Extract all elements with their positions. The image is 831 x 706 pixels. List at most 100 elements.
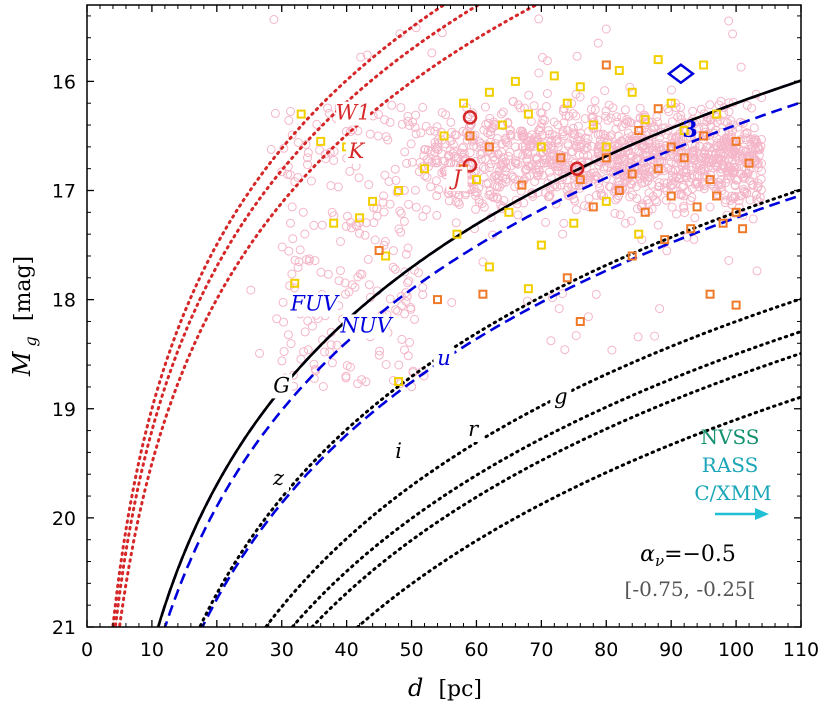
orange-square-marker: [627, 251, 637, 261]
scatter-point: [717, 142, 727, 152]
scatter-point: [370, 235, 380, 245]
curve-label-u: u: [437, 346, 451, 370]
scatter-point: [506, 130, 516, 140]
scatter-point: [390, 164, 400, 174]
scatter-point: [346, 127, 355, 137]
scatter-point: [501, 135, 510, 145]
scatter-point: [635, 103, 645, 113]
scatter-point: [480, 102, 490, 112]
highlight-markers: [462, 63, 695, 176]
scatter-point: [625, 117, 635, 127]
scatter-point: [620, 105, 630, 115]
orange-square-marker: [731, 207, 741, 217]
orange-square-marker: [588, 202, 598, 212]
orange-square-marker: [614, 186, 624, 195]
scatter-point: [411, 202, 421, 212]
scatter-point: [625, 192, 635, 202]
scatter-point: [612, 160, 622, 169]
scatter-point: [643, 195, 652, 205]
curve-z: [198, 188, 801, 627]
y-tick-label: 17: [52, 181, 76, 203]
scatter-point: [307, 321, 317, 331]
scatter-point: [471, 204, 481, 214]
scatter-point: [427, 48, 437, 58]
scatter-point: [668, 180, 678, 190]
scatter-point: [354, 173, 364, 183]
scatter-point: [633, 332, 643, 342]
curve-label-bg-J: [446, 167, 468, 192]
scatter-point: [712, 133, 721, 143]
scatter-point: [363, 254, 373, 264]
highlight-diamond-marker: [666, 63, 695, 85]
curve-label-G: G: [273, 373, 290, 397]
orange-square-marker: [738, 224, 748, 234]
orange-square-marker: [478, 289, 488, 299]
scatter-point: [530, 177, 540, 187]
scatter-point: [652, 197, 662, 207]
scatter-point: [290, 283, 299, 293]
scatter-point: [346, 217, 355, 227]
scatter-point: [748, 180, 758, 190]
scatter-point: [360, 230, 370, 240]
scatter-point: [723, 162, 733, 172]
scatter-point: [726, 196, 736, 205]
orange-square-marker: [640, 207, 650, 217]
scatter-point: [303, 316, 313, 326]
scatter-point: [543, 56, 552, 66]
scatter-point: [459, 142, 469, 152]
scatter-point: [640, 145, 650, 155]
scatter-point: [392, 187, 402, 197]
scatter-point: [682, 168, 691, 178]
y-tick-label: 18: [52, 290, 76, 312]
scatter-point: [465, 148, 475, 158]
scatter-point: [277, 167, 287, 177]
yellow-square-marker: [381, 251, 391, 261]
scatter-point: [374, 109, 383, 119]
yellow-square-marker: [575, 82, 585, 92]
scatter-point: [633, 169, 643, 179]
scatter-cloud: [246, 14, 767, 392]
scatter-point: [538, 53, 547, 62]
scatter-point: [748, 214, 758, 224]
scatter-point: [284, 246, 294, 256]
scatter-point: [493, 173, 503, 183]
scatter-point: [538, 147, 547, 157]
scatter-point: [571, 331, 581, 341]
scatter-point: [375, 346, 385, 356]
scatter-point: [705, 100, 715, 110]
scatter-point: [277, 242, 287, 252]
scatter-point: [597, 191, 606, 201]
scatter-point: [548, 158, 558, 168]
scatter-point: [365, 129, 375, 139]
scatter-point: [522, 164, 532, 174]
scatter-point: [296, 354, 306, 364]
scatter-point: [411, 129, 421, 139]
scatter-point: [612, 112, 622, 122]
scatter-point: [361, 377, 371, 387]
yellow-square-marker: [549, 71, 559, 81]
scatter-point: [523, 150, 533, 159]
scatter-point: [306, 176, 316, 186]
scatter-point: [478, 162, 488, 172]
scatter-point: [374, 350, 384, 360]
scatter-point: [295, 245, 305, 255]
yellow-square-marker: [510, 76, 520, 86]
scatter-point: [752, 266, 762, 276]
scatter-point: [601, 24, 611, 34]
alpha-sub: ν: [655, 552, 664, 570]
scatter-point: [533, 153, 542, 163]
scatter-point: [448, 140, 458, 149]
yellow-square-marker: [394, 186, 404, 195]
yellow-square-marker: [536, 142, 546, 152]
scatter-point: [279, 143, 289, 153]
scatter-point: [713, 162, 723, 172]
orange-square-marker: [484, 142, 494, 152]
orange-square-marker: [575, 317, 585, 326]
scatter-point: [312, 119, 322, 129]
scatter-point: [326, 181, 336, 191]
scatter-point: [667, 117, 677, 127]
scatter-point: [350, 282, 360, 292]
scatter-point: [433, 142, 443, 152]
scatter-point: [573, 121, 583, 131]
scatter-point: [620, 218, 630, 228]
